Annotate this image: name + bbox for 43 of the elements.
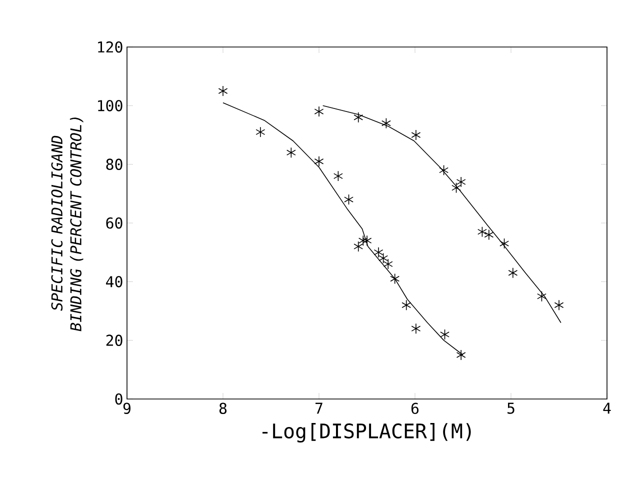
point [358, 235, 368, 246]
x-tick-label: 6 [411, 402, 419, 414]
y-axis-title: SPECIFIC RADIOLIGAND BINDING (PERCENT CONTROL) [51, 118, 84, 332]
point [256, 126, 266, 138]
point [381, 118, 391, 129]
point [314, 106, 324, 117]
y-tick-label: 120 [98, 41, 122, 53]
point [537, 290, 546, 302]
y-tick-label: 0 [115, 393, 122, 405]
point [333, 170, 343, 182]
x-tick-label: 8 [219, 402, 227, 414]
y-tick-label: 20 [106, 334, 122, 346]
point [477, 226, 487, 238]
point [484, 229, 494, 240]
x-tick-label: 5 [508, 402, 514, 414]
point [452, 182, 461, 194]
point [344, 194, 354, 205]
y-tick-label: 40 [106, 276, 122, 288]
point [314, 156, 324, 167]
point [508, 267, 518, 278]
y-tick-label: 60 [106, 217, 122, 229]
point [456, 176, 466, 188]
point [439, 164, 449, 176]
point [354, 112, 364, 123]
y-tick-label: 100 [98, 100, 122, 112]
point [362, 235, 372, 246]
point [440, 329, 450, 340]
point [411, 323, 421, 334]
line-series [322, 105, 562, 324]
x-tick-label: 9 [123, 402, 130, 414]
point [390, 273, 400, 284]
point [456, 350, 466, 360]
point [286, 147, 296, 158]
x-tick-label: 7 [316, 402, 322, 414]
x-axis-title: -Log[DISPLACER](M) [262, 423, 471, 442]
point [354, 241, 364, 252]
point [218, 86, 228, 96]
point [402, 300, 412, 311]
point [500, 238, 509, 249]
x-tick-label: 4 [603, 402, 611, 414]
point [411, 130, 421, 140]
y-tick-label: 80 [106, 158, 122, 170]
point [554, 300, 564, 311]
